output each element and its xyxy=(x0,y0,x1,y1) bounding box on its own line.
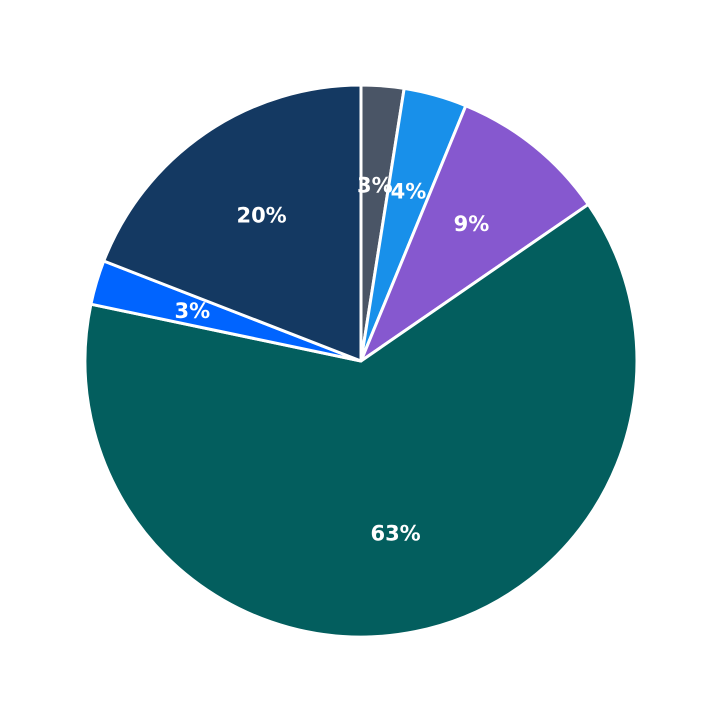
pie-slice-label-4: 3% xyxy=(174,299,210,323)
pie-slices xyxy=(83,83,639,639)
pie-slice-3 xyxy=(83,202,639,639)
pie-slice-label-3: 63% xyxy=(370,522,420,546)
pie-labels: 3%4%9%63%3%20% xyxy=(174,174,489,546)
pie-slice-label-2: 9% xyxy=(454,212,490,236)
pie-slice-label-0: 3% xyxy=(357,174,393,198)
pie-slice-5 xyxy=(102,83,363,363)
pie-slice-label-1: 4% xyxy=(391,180,427,204)
pie-slice-label-5: 20% xyxy=(236,204,286,228)
pie-slice-2 xyxy=(359,104,590,363)
